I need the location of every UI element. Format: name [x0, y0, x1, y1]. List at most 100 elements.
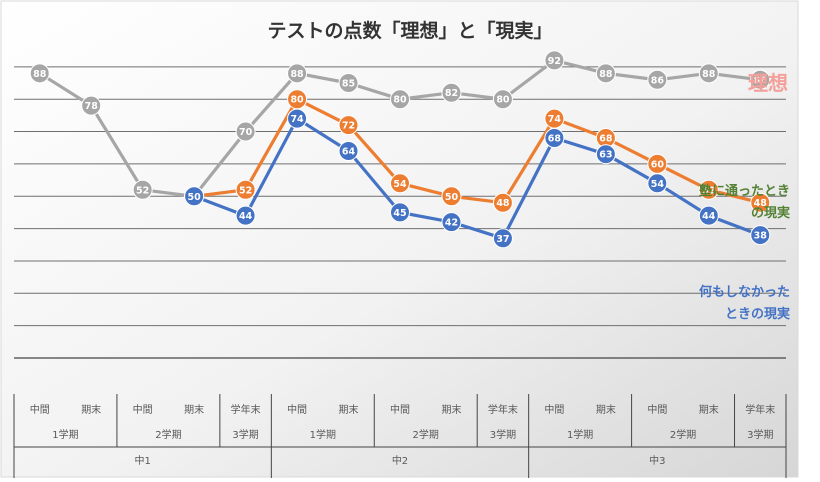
category-axis: 中間 期末 中間 期末 学年末 中間 期末 中間 期末 学年末 中間 期末 中間 期末 学年末 1学期 2学期 3…	[13, 394, 787, 478]
data-point	[287, 63, 308, 84]
data-point	[595, 63, 616, 84]
data-point	[595, 144, 616, 165]
data-point	[338, 140, 359, 161]
data-label: 52	[239, 185, 252, 196]
data-label: 44	[702, 211, 716, 222]
data-point	[235, 205, 256, 226]
data-label: 54	[651, 179, 665, 190]
axis-label-term: 期末	[339, 403, 359, 416]
axis-label-term: 学年末	[231, 403, 261, 416]
axis-label-term: 期末	[596, 403, 616, 416]
data-label: 80	[496, 95, 510, 106]
data-label: 74	[548, 114, 562, 125]
data-label: 88	[290, 69, 304, 80]
axis-label-semester: 2学期	[670, 428, 696, 441]
data-point	[81, 95, 102, 116]
series-labels: 理想 塾に通ったとき の現実 何もしなかった ときの現実	[699, 71, 790, 322]
data-label: 44	[239, 211, 253, 222]
axis-label-semester: 1学期	[52, 428, 78, 441]
data-label: 92	[548, 56, 561, 67]
data-point	[647, 173, 668, 194]
axis-label-term: 学年末	[488, 403, 518, 416]
axis-label-term: 中間	[287, 403, 307, 416]
axis-label-term: 中間	[544, 403, 564, 416]
axis-label-term: 期末	[81, 403, 101, 416]
data-label: 68	[599, 134, 613, 145]
data-point	[647, 69, 668, 90]
data-label: 63	[599, 150, 612, 161]
data-point	[698, 179, 719, 200]
data-label: 45	[393, 208, 406, 219]
axis-label-semester: 3学期	[747, 428, 773, 441]
axis-label-term: 中間	[647, 403, 667, 416]
legend-label-ideal: 理想	[748, 71, 788, 95]
data-label: 86	[651, 75, 665, 86]
data-point	[544, 50, 565, 71]
data-label: 60	[651, 159, 665, 170]
axis-label-semester: 1学期	[567, 428, 593, 441]
axis-label-term: 中間	[390, 403, 410, 416]
data-point	[492, 89, 513, 110]
axis-label-semester: 2学期	[155, 428, 181, 441]
data-point	[441, 212, 462, 233]
data-point	[750, 225, 771, 246]
data-label: 86	[754, 75, 768, 86]
axis-label-semester: 3学期	[232, 428, 258, 441]
data-point	[132, 179, 153, 200]
legend-label-nothing-line2: ときの現実	[725, 306, 790, 322]
chart-title: テストの点数「理想」と「現実」	[267, 19, 552, 42]
data-point	[287, 108, 308, 129]
data-label: 50	[188, 192, 202, 203]
data-point	[390, 89, 410, 110]
axis-label-term: 期末	[699, 403, 719, 416]
data-label: 74	[290, 114, 304, 125]
data-point	[184, 186, 205, 207]
data-point	[492, 192, 513, 213]
data-point	[235, 121, 256, 142]
axis-label-term: 中間	[30, 403, 50, 416]
axis-label-year: 中1	[134, 454, 150, 467]
axis-label-term: 中間	[133, 403, 153, 416]
axis-label-semester: 1学期	[310, 428, 336, 441]
data-label: 72	[342, 121, 355, 132]
data-point	[390, 202, 410, 223]
data-label: 50	[445, 192, 459, 203]
data-label: 37	[496, 234, 509, 245]
series-line	[193, 116, 761, 240]
data-label: 48	[754, 198, 768, 209]
data-point	[338, 73, 359, 94]
series-layer: 88 78 52 50 70 88 85 80 82 80 92 88 86 88 86 50 52 80 72 54…	[29, 50, 771, 249]
data-label: 64	[342, 146, 356, 157]
data-label: 88	[702, 69, 716, 80]
data-label: 54	[393, 179, 407, 190]
data-point	[441, 186, 462, 207]
data-point	[29, 63, 50, 84]
data-point	[390, 173, 410, 194]
data-point	[750, 69, 771, 90]
data-label: 88	[33, 69, 47, 80]
legend-label-nothing-line1: 何もしなかった	[699, 284, 790, 300]
data-point	[492, 228, 513, 249]
data-point	[698, 63, 719, 84]
data-label: 52	[136, 185, 149, 196]
axis-label-term: 期末	[441, 403, 461, 416]
axis-label-term: 期末	[184, 403, 204, 416]
data-label: 48	[496, 198, 510, 209]
data-point	[441, 82, 462, 103]
data-label: 85	[342, 79, 355, 90]
data-label: 42	[445, 218, 458, 229]
axis-label-semester: 2学期	[413, 428, 439, 441]
data-point	[544, 128, 565, 149]
legend-label-juku-line1: 塾に通ったとき	[699, 183, 790, 199]
axis-label-year: 中2	[392, 454, 408, 467]
data-label: 82	[445, 88, 458, 99]
data-label: 68	[548, 134, 562, 145]
data-label: 70	[239, 127, 253, 138]
data-point	[338, 115, 359, 136]
data-label: 78	[85, 101, 99, 112]
data-label: 80	[393, 95, 407, 106]
data-point	[750, 192, 771, 213]
data-label: 80	[290, 95, 304, 106]
